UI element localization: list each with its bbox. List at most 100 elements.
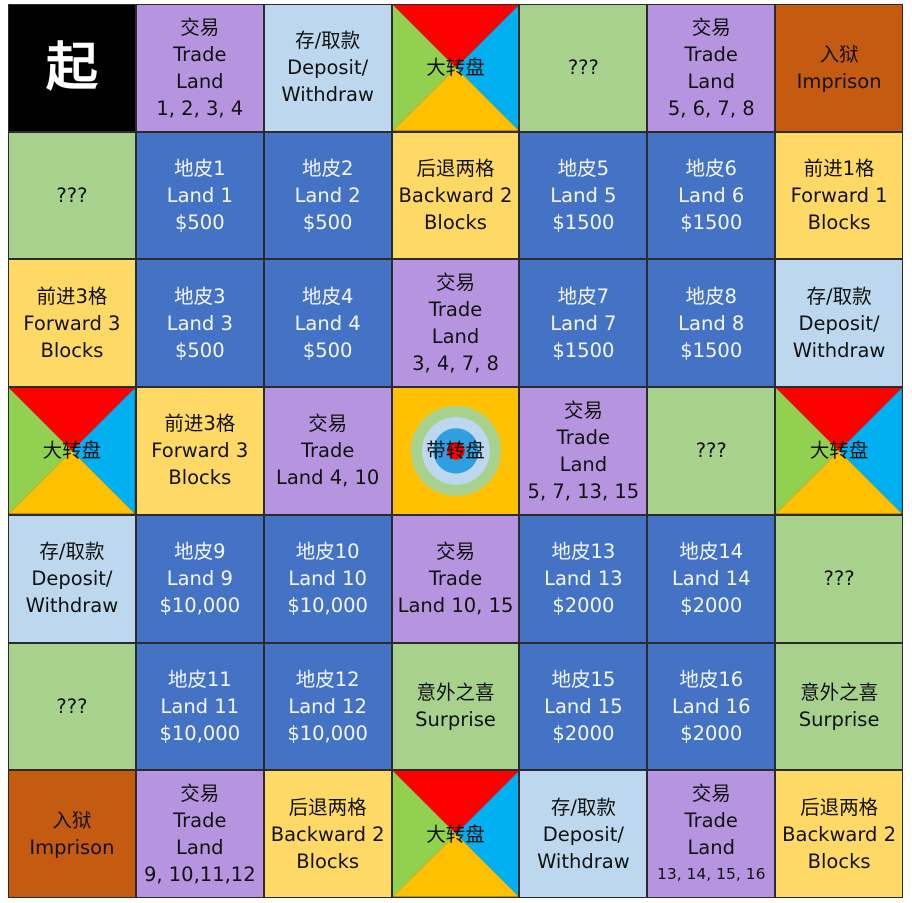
- cell-text-line: Land 16: [671, 694, 751, 718]
- cell-text-line: ???: [823, 567, 855, 591]
- cell-text-line: Backward 2: [270, 822, 385, 846]
- cell-text-line: Land 7: [550, 311, 617, 335]
- cell-text-line: 后退两格: [416, 157, 495, 181]
- cell-trade-4-10: 交易 Trade Land 4, 10: [263, 387, 392, 515]
- cell-text-line: 3, 4, 7, 8: [412, 352, 499, 376]
- cell-text-line: Land 13: [544, 567, 623, 591]
- cell-text-line: $10,000: [287, 721, 368, 745]
- cell-text-line: Trade: [173, 809, 227, 833]
- cell-text-line: 交易: [563, 398, 603, 422]
- cell-text-line: 地皮8: [685, 284, 737, 308]
- cell-text-line: Surprise: [798, 708, 880, 732]
- cell-text-line: 5, 7, 13, 15: [527, 479, 640, 503]
- cell-land-12: 地皮12 Land 12 $10,000: [263, 642, 392, 771]
- cell-text-line: Blocks: [807, 849, 871, 873]
- cell-text-line: Withdraw: [792, 338, 886, 362]
- cell-text-line: Withdraw: [281, 83, 374, 107]
- cell-text-line: 9, 10,11,12: [143, 863, 256, 887]
- cell-trade-13-14-15-16: 交易 Trade Land 13, 14, 15, 16: [647, 770, 776, 898]
- cell-text-line: Blocks: [40, 338, 104, 362]
- cell-text-line: Land: [431, 325, 480, 349]
- cell-text-line: Land 15: [544, 694, 623, 718]
- cell-text-line: 交易: [691, 15, 731, 39]
- cell-surprise: 意外之喜 Surprise: [775, 642, 904, 771]
- cell-text-line: ???: [695, 439, 727, 463]
- cell-text-line: Deposit/: [287, 56, 369, 80]
- cell-land-2: 地皮2 Land 2 $500: [263, 131, 392, 260]
- cell-text-line: Trade: [173, 42, 227, 66]
- cell-text-line: Blocks: [424, 211, 487, 235]
- cell-land-8: 地皮8 Land 8 $1500: [647, 259, 776, 388]
- cell-land-13: 地皮13 Land 13 $2000: [519, 514, 648, 643]
- cell-big-wheel: 大转盘: [391, 770, 520, 898]
- cell-text-line: Trade: [428, 567, 483, 591]
- cell-text-line: Deposit/: [798, 311, 880, 335]
- cell-mystery: ???: [775, 514, 904, 643]
- cell-land-16: 地皮16 Land 16 $2000: [647, 642, 776, 771]
- cell-text-line: Backward 2: [782, 822, 897, 846]
- cell-mystery: ???: [647, 387, 776, 515]
- cell-text-line: $2000: [552, 594, 615, 618]
- cell-text-line: $10,000: [287, 594, 368, 618]
- cell-text-line: 前进1格: [803, 157, 875, 181]
- cell-text-line: $500: [174, 338, 225, 362]
- cell-land-4: 地皮4 Land 4 $500: [263, 259, 392, 388]
- cell-text-line: 前进3格: [36, 284, 108, 308]
- cell-text-line: Deposit/: [31, 567, 113, 591]
- cell-text-line: Land: [176, 836, 224, 860]
- cell-text-line: 存/取款: [39, 540, 105, 564]
- cell-text-line: Land 6: [678, 184, 745, 208]
- cell-text-line: Land 5: [550, 184, 617, 208]
- cell-mystery: ???: [519, 4, 648, 132]
- cell-text-line: $2000: [680, 594, 743, 618]
- cell-text-line: 大转盘: [426, 56, 485, 80]
- cell-land-14: 地皮14 Land 14 $2000: [647, 514, 776, 643]
- cell-imprison: 入狱 Imprison: [775, 4, 904, 132]
- cell-text-line: 地皮11: [167, 667, 232, 691]
- cell-text-line: $2000: [680, 721, 743, 745]
- cell-text-line: Land 12: [288, 694, 367, 718]
- cell-text-line: Land 4: [294, 311, 361, 335]
- cell-text-line: 入狱: [52, 809, 92, 833]
- cell-text-line: $500: [302, 211, 353, 235]
- cell-text-line: 意外之喜: [800, 681, 879, 705]
- cell-text-line: Land: [687, 836, 735, 860]
- cell-text-line: Land: [176, 69, 224, 93]
- cell-text-line: 大转盘: [809, 439, 869, 463]
- cell-text-line: 存/取款: [806, 284, 872, 308]
- cell-text-line: 后退两格: [800, 795, 879, 819]
- cell-forward-1: 前进1格 Forward 1 Blocks: [775, 131, 904, 260]
- cell-text-line: 入狱: [819, 42, 859, 66]
- cell-surprise: 意外之喜 Surprise: [391, 642, 520, 771]
- target-wheel-icon: [410, 405, 501, 497]
- cell-text-line: $1500: [552, 211, 615, 235]
- cell-text-line: 地皮15: [551, 667, 616, 691]
- cell-text-line: 交易: [308, 412, 348, 436]
- cell-land-3: 地皮3 Land 3 $500: [135, 259, 264, 388]
- cell-text-line: 地皮6: [685, 157, 737, 181]
- cell-text-line: Blocks: [296, 849, 360, 873]
- wheel-quadrants-icon: [776, 388, 903, 514]
- cell-text-line: ???: [567, 56, 599, 80]
- cell-land-9: 地皮9 Land 9 $10,000: [135, 514, 264, 643]
- cell-text-line: 5, 6, 7, 8: [667, 96, 755, 120]
- cell-text-line: $1500: [680, 211, 743, 235]
- cell-deposit-withdraw: 存/取款 Deposit/Withdraw: [519, 770, 648, 898]
- cell-text-line: 交易: [691, 782, 731, 806]
- cell-text-line: Blocks: [807, 211, 871, 235]
- cell-forward-3: 前进3格 Forward 3 Blocks: [135, 387, 264, 515]
- cell-text-line: Land: [559, 452, 608, 476]
- cell-text-line: Land 11: [160, 694, 240, 718]
- cell-text-line: ???: [56, 694, 88, 718]
- cell-text-line: 地皮7: [557, 284, 610, 308]
- cell-mystery: ???: [8, 131, 136, 260]
- cell-land-11: 地皮11 Land 11 $10,000: [135, 642, 264, 771]
- cell-center-wheel: 带转盘: [391, 387, 520, 515]
- cell-text-line: Imprison: [796, 69, 882, 93]
- cell-backward-2: 后退两格 Backward 2 Blocks: [391, 131, 520, 260]
- cell-big-wheel: 大转盘: [8, 387, 136, 515]
- cell-text-line: $10,000: [159, 721, 241, 745]
- cell-text-line: 交易: [180, 782, 220, 806]
- cell-text-line: Land 1: [166, 184, 233, 208]
- cell-text-line: 地皮2: [301, 157, 354, 181]
